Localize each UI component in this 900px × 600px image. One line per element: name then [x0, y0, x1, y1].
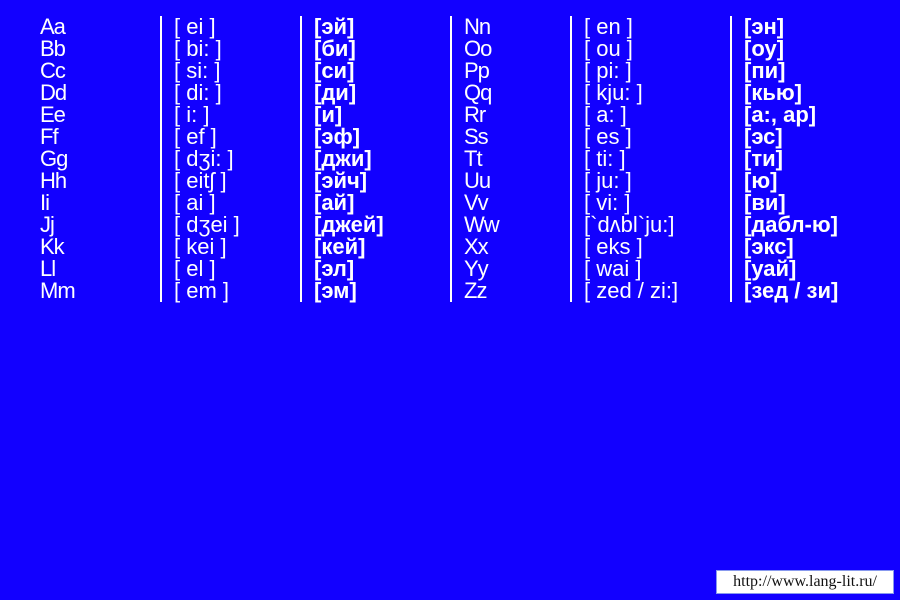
ipa-cell: [ wai ] — [584, 258, 730, 280]
ipa-cell: [ ei ] — [174, 16, 300, 38]
letter-cell: Tt — [464, 148, 570, 170]
col-ipa-1: [ ei ] [ bi: ] [ si: ] [ di: ] [ i: ] [ … — [160, 16, 300, 302]
ru-cell: [а:, ар] — [744, 104, 890, 126]
ipa-cell: [ em ] — [174, 280, 300, 302]
ipa-cell: [ eks ] — [584, 236, 730, 258]
ru-cell: [оу] — [744, 38, 890, 60]
ipa-cell: [ ef ] — [174, 126, 300, 148]
letter-cell: Nn — [464, 16, 570, 38]
ipa-cell: [ kei ] — [174, 236, 300, 258]
ru-cell: [ти] — [744, 148, 890, 170]
ipa-cell: [ ai ] — [174, 192, 300, 214]
col-letters-2: Nn Oo Pp Qq Rr Ss Tt Uu Vv Ww Xx Yy Zz — [450, 16, 570, 302]
ru-cell: [эс] — [744, 126, 890, 148]
ru-cell: [дабл-ю] — [744, 214, 890, 236]
ru-cell: [си] — [314, 60, 450, 82]
ipa-cell: [ ou ] — [584, 38, 730, 60]
letter-cell: Uu — [464, 170, 570, 192]
letter-cell: Gg — [40, 148, 160, 170]
ipa-cell: [ di: ] — [174, 82, 300, 104]
ru-cell: [и] — [314, 104, 450, 126]
ru-cell: [ди] — [314, 82, 450, 104]
ipa-cell: [ bi: ] — [174, 38, 300, 60]
col-ipa-2: [ en ] [ ou ] [ pi: ] [ kju: ] [ a: ] [ … — [570, 16, 730, 302]
source-url-footer: http://www.lang-lit.ru/ — [716, 570, 894, 594]
letter-cell: Xx — [464, 236, 570, 258]
letter-cell: Rr — [464, 104, 570, 126]
letter-cell: Vv — [464, 192, 570, 214]
ru-cell: [ай] — [314, 192, 450, 214]
ru-cell: [пи] — [744, 60, 890, 82]
ru-cell: [эн] — [744, 16, 890, 38]
ipa-cell: [ i: ] — [174, 104, 300, 126]
ipa-cell: [ si: ] — [174, 60, 300, 82]
col-ru-2: [эн] [оу] [пи] [кью] [а:, ар] [эс] [ти] … — [730, 16, 890, 302]
ru-cell: [кей] — [314, 236, 450, 258]
ru-cell: [уай] — [744, 258, 890, 280]
ipa-cell: [ dʒi: ] — [174, 148, 300, 170]
letter-cell: Ff — [40, 126, 160, 148]
ipa-cell: [ el ] — [174, 258, 300, 280]
letter-cell: Ee — [40, 104, 160, 126]
ru-cell: [эм] — [314, 280, 450, 302]
letter-cell: Bb — [40, 38, 160, 60]
letter-cell: Hh — [40, 170, 160, 192]
letter-cell: Ii — [40, 192, 160, 214]
ipa-cell: [ ti: ] — [584, 148, 730, 170]
ipa-cell: [ dʒei ] — [174, 214, 300, 236]
letter-cell: Cc — [40, 60, 160, 82]
ru-cell: [ви] — [744, 192, 890, 214]
letter-cell: Pp — [464, 60, 570, 82]
letter-cell: Aa — [40, 16, 160, 38]
ipa-cell: [ en ] — [584, 16, 730, 38]
ru-cell: [би] — [314, 38, 450, 60]
ipa-cell: [ pi: ] — [584, 60, 730, 82]
letter-cell: Ss — [464, 126, 570, 148]
ipa-cell: [ ju: ] — [584, 170, 730, 192]
ru-cell: [джей] — [314, 214, 450, 236]
letter-cell: Yy — [464, 258, 570, 280]
letter-cell: Jj — [40, 214, 160, 236]
letter-cell: Kk — [40, 236, 160, 258]
ipa-cell: [`dʌbl`ju:] — [584, 214, 730, 236]
letter-cell: Dd — [40, 82, 160, 104]
ipa-cell: [ a: ] — [584, 104, 730, 126]
letter-cell: Ww — [464, 214, 570, 236]
ru-cell: [зед / зи] — [744, 280, 890, 302]
ru-cell: [эй] — [314, 16, 450, 38]
ru-cell: [кью] — [744, 82, 890, 104]
col-ru-1: [эй] [би] [си] [ди] [и] [эф] [джи] [эйч]… — [300, 16, 450, 302]
ipa-cell: [ zed / zi:] — [584, 280, 730, 302]
ipa-cell: [ vi: ] — [584, 192, 730, 214]
alphabet-table: Aa Bb Cc Dd Ee Ff Gg Hh Ii Jj Kk Ll Mm [… — [0, 0, 900, 600]
letter-cell: Mm — [40, 280, 160, 302]
col-letters-1: Aa Bb Cc Dd Ee Ff Gg Hh Ii Jj Kk Ll Mm — [40, 16, 160, 302]
letter-cell: Oo — [464, 38, 570, 60]
ru-cell: [эл] — [314, 258, 450, 280]
ipa-cell: [ eitʃ ] — [174, 170, 300, 192]
letter-cell: Ll — [40, 258, 160, 280]
ru-cell: [эф] — [314, 126, 450, 148]
ru-cell: [экс] — [744, 236, 890, 258]
letter-cell: Qq — [464, 82, 570, 104]
ipa-cell: [ kju: ] — [584, 82, 730, 104]
ru-cell: [ю] — [744, 170, 890, 192]
letter-cell: Zz — [464, 280, 570, 302]
ru-cell: [джи] — [314, 148, 450, 170]
ru-cell: [эйч] — [314, 170, 450, 192]
ipa-cell: [ es ] — [584, 126, 730, 148]
